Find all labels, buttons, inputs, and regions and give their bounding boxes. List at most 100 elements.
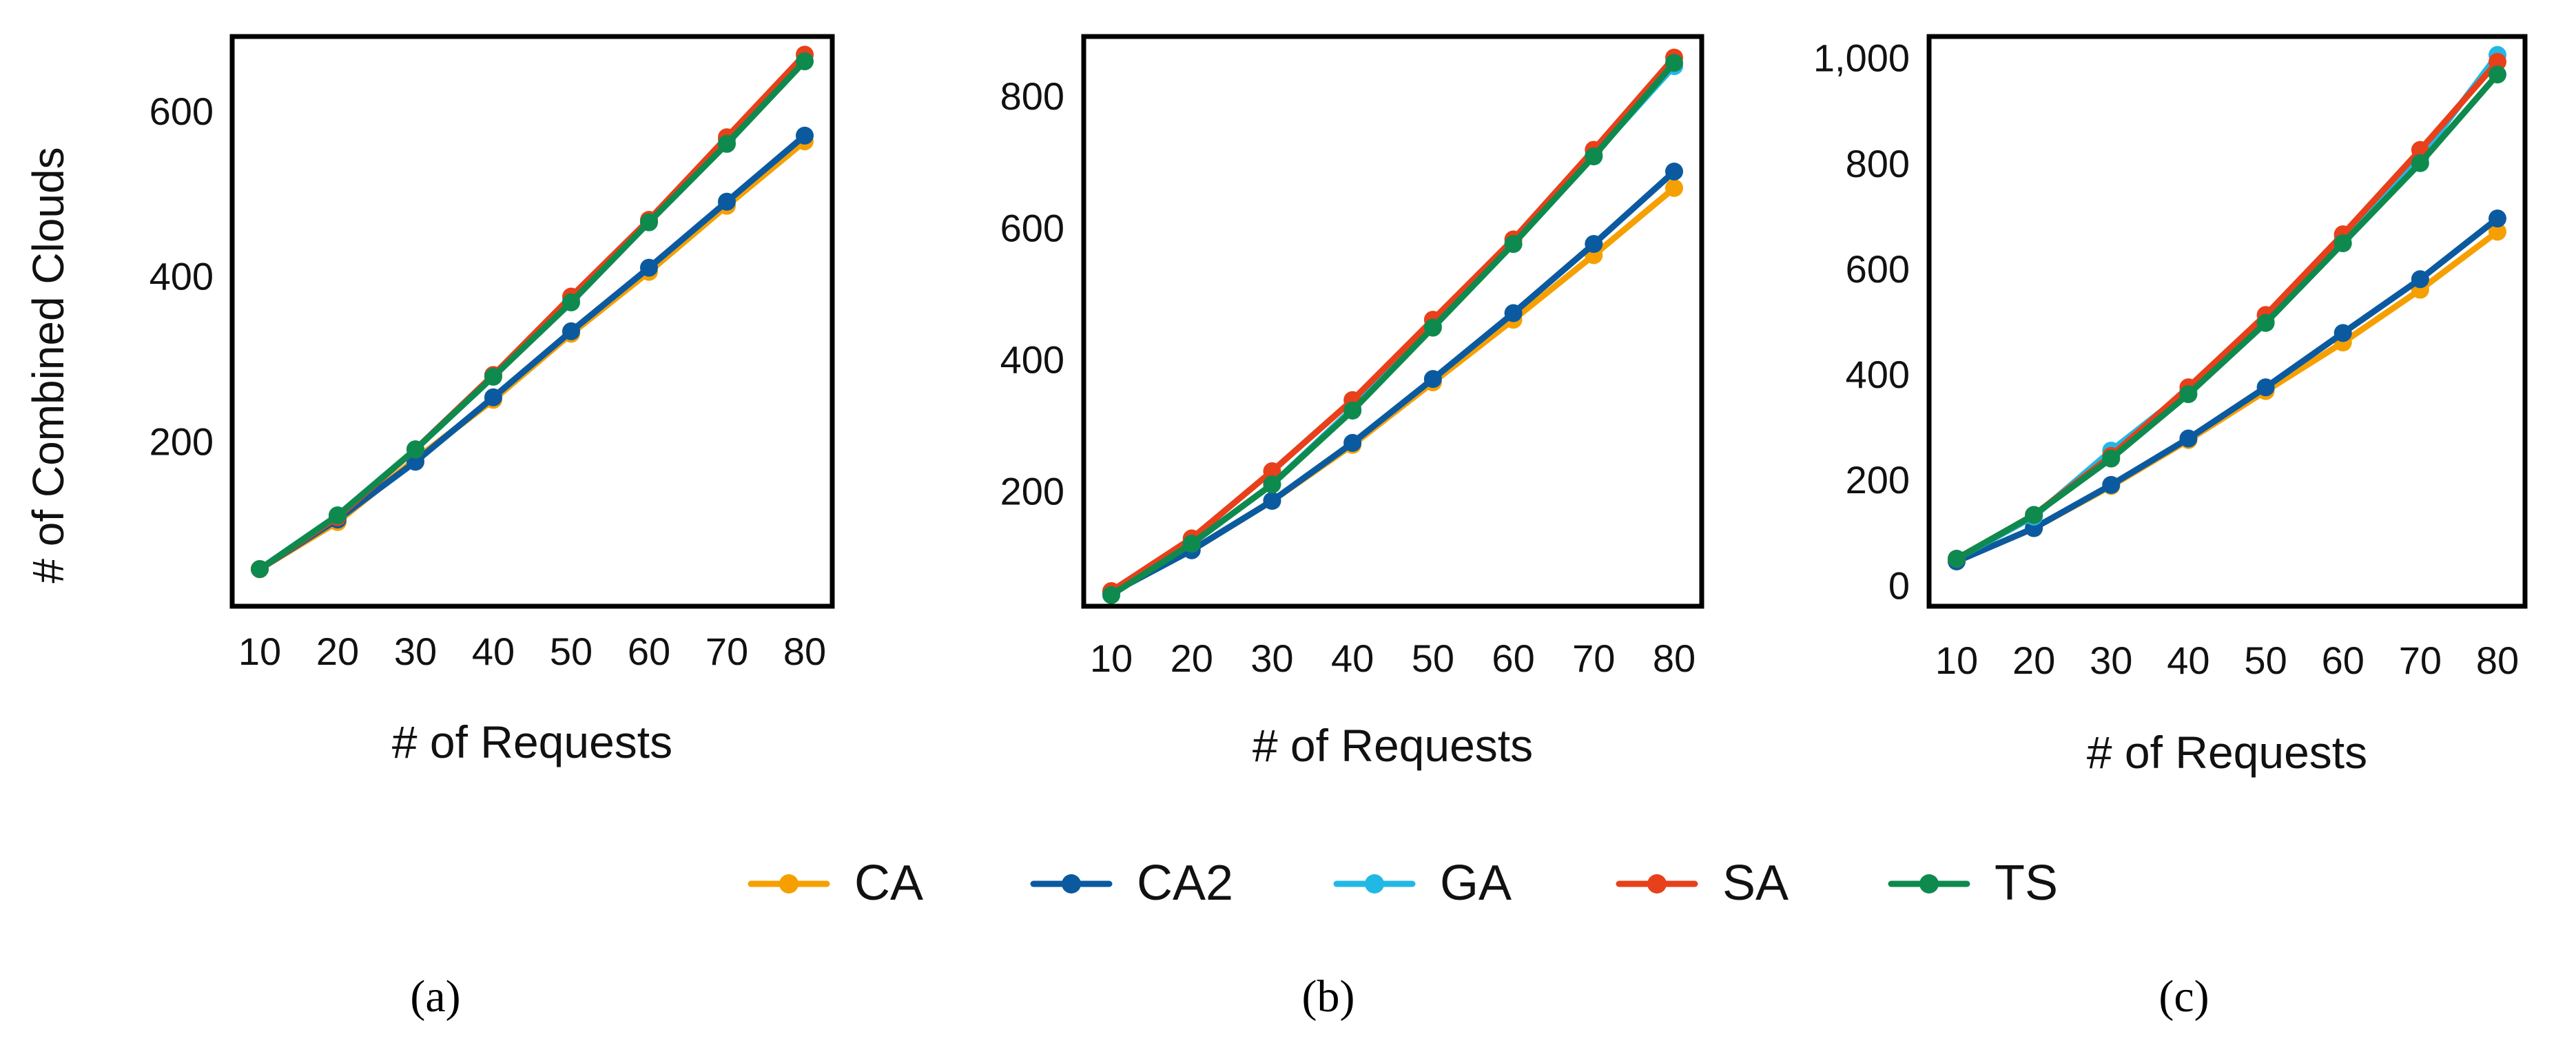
panel-caption: (b)	[1302, 971, 1355, 1022]
x-tick-label: 20	[2012, 639, 2055, 682]
data-point-ca2	[1665, 162, 1683, 180]
x-tick-label: 10	[1935, 639, 1978, 682]
data-point-ts	[796, 52, 814, 70]
x-axis-label: # of Requests	[1253, 720, 1533, 771]
data-point-ca2	[718, 192, 736, 211]
y-axis-label: # of Combined Clouds	[23, 147, 73, 583]
legend-label: CA2	[1137, 856, 1233, 911]
legend-label: GA	[1440, 856, 1512, 911]
legend-label: SA	[1722, 856, 1789, 911]
legend-label: CA	[854, 856, 923, 911]
y-tick-label: 600	[1000, 206, 1064, 249]
y-tick-label: 400	[150, 255, 214, 298]
data-point-ca2	[2489, 209, 2506, 228]
x-tick-label: 60	[2322, 639, 2364, 682]
data-point-ca2	[2179, 429, 2198, 448]
data-point-ts	[251, 560, 269, 579]
data-point-ts	[718, 134, 736, 153]
data-point-ts	[2179, 385, 2198, 404]
legend-swatch-marker	[1062, 874, 1081, 894]
data-point-ca2	[2411, 270, 2429, 289]
data-point-ca2	[1343, 433, 1362, 452]
data-point-ca	[1665, 178, 1683, 197]
data-point-ca2	[640, 258, 658, 277]
series-line-ca2	[256, 132, 808, 572]
series-line-ca2	[1108, 168, 1678, 597]
data-point-ca	[2489, 223, 2506, 241]
data-point-ca2	[2102, 475, 2121, 494]
x-tick-label: 20	[1171, 637, 1213, 680]
data-point-ca2	[796, 126, 814, 145]
x-tick-label: 50	[1412, 637, 1454, 680]
x-tick-label: 50	[550, 630, 593, 673]
data-point-ts	[1585, 147, 1603, 166]
x-tick-label: 10	[1090, 637, 1133, 680]
data-point-ts	[1948, 550, 1966, 568]
data-point-ca2	[562, 322, 580, 340]
x-tick-label: 30	[1250, 637, 1293, 680]
data-point-ca2	[1263, 492, 1281, 510]
x-axis-label: # of Requests	[392, 716, 672, 767]
x-tick-label: 70	[2399, 639, 2442, 682]
y-tick-label: 600	[150, 90, 214, 133]
plot-frame	[1926, 34, 2528, 609]
data-point-ca2	[1504, 304, 1523, 322]
y-tick-label: 200	[150, 420, 214, 463]
series-line-ts	[1108, 59, 1678, 599]
legend-item-ca: CA	[748, 856, 923, 911]
legend-item-ga: GA	[1333, 856, 1512, 911]
data-point-ts	[1423, 318, 1442, 337]
data-point-ts	[2411, 154, 2429, 172]
x-tick-label: 20	[316, 630, 359, 673]
series-line-ts	[256, 58, 808, 572]
data-point-ts	[2025, 506, 2043, 524]
x-tick-label: 60	[628, 630, 670, 673]
x-tick-label: 70	[705, 630, 748, 673]
x-tick-label: 60	[1492, 637, 1534, 680]
data-point-ts	[484, 367, 502, 386]
data-point-ca2	[1423, 370, 1442, 389]
legend-swatch-marker	[1365, 874, 1384, 894]
x-tick-label: 40	[472, 630, 515, 673]
data-point-ts	[1504, 235, 1523, 254]
x-tick-label: 80	[783, 630, 826, 673]
legend-label: TS	[1995, 856, 2058, 911]
data-point-ts	[2333, 234, 2352, 253]
y-tick-label: 600	[1846, 247, 1910, 291]
x-tick-label: 30	[394, 630, 437, 673]
legend-swatch-marker	[1647, 874, 1667, 894]
series-line-ts	[1953, 71, 2501, 562]
y-tick-label: 400	[1846, 353, 1910, 396]
data-point-ca2	[484, 388, 502, 406]
legend-item-ts: TS	[1888, 856, 2058, 911]
plot-frame	[1081, 34, 1704, 609]
data-point-ca2	[1585, 235, 1603, 254]
x-tick-label: 40	[2167, 639, 2209, 682]
series-line-ga	[1953, 52, 2501, 562]
series-line-ca2	[1953, 215, 2501, 565]
data-point-ts	[2489, 65, 2506, 84]
x-tick-label: 10	[238, 630, 281, 673]
x-tick-label: 70	[1572, 637, 1615, 680]
legend-item-ca2: CA2	[1030, 856, 1233, 911]
y-tick-label: 400	[1000, 338, 1064, 381]
legend-swatch-marker	[779, 874, 798, 894]
x-tick-label: 80	[1653, 637, 1696, 680]
data-point-ts	[2256, 313, 2275, 332]
x-tick-label: 50	[2244, 639, 2287, 682]
data-point-ts	[1665, 54, 1683, 72]
y-tick-label: 200	[1846, 458, 1910, 502]
legend-item-sa: SA	[1616, 856, 1789, 911]
x-tick-label: 40	[1331, 637, 1374, 680]
data-point-ca2	[2333, 324, 2352, 342]
panel-caption: (a)	[410, 971, 460, 1022]
data-point-ts	[1343, 402, 1362, 420]
legend: CA CA2 GA SA TS	[748, 856, 2058, 911]
data-point-ts	[2102, 449, 2121, 468]
x-tick-label: 80	[2476, 639, 2519, 682]
data-point-ts	[1102, 586, 1120, 604]
chart-panel: 10 20 30 40 50 60 70 80 200 400 600 800 # of Request…	[1000, 34, 1704, 1022]
y-tick-label: 0	[1888, 564, 1910, 607]
